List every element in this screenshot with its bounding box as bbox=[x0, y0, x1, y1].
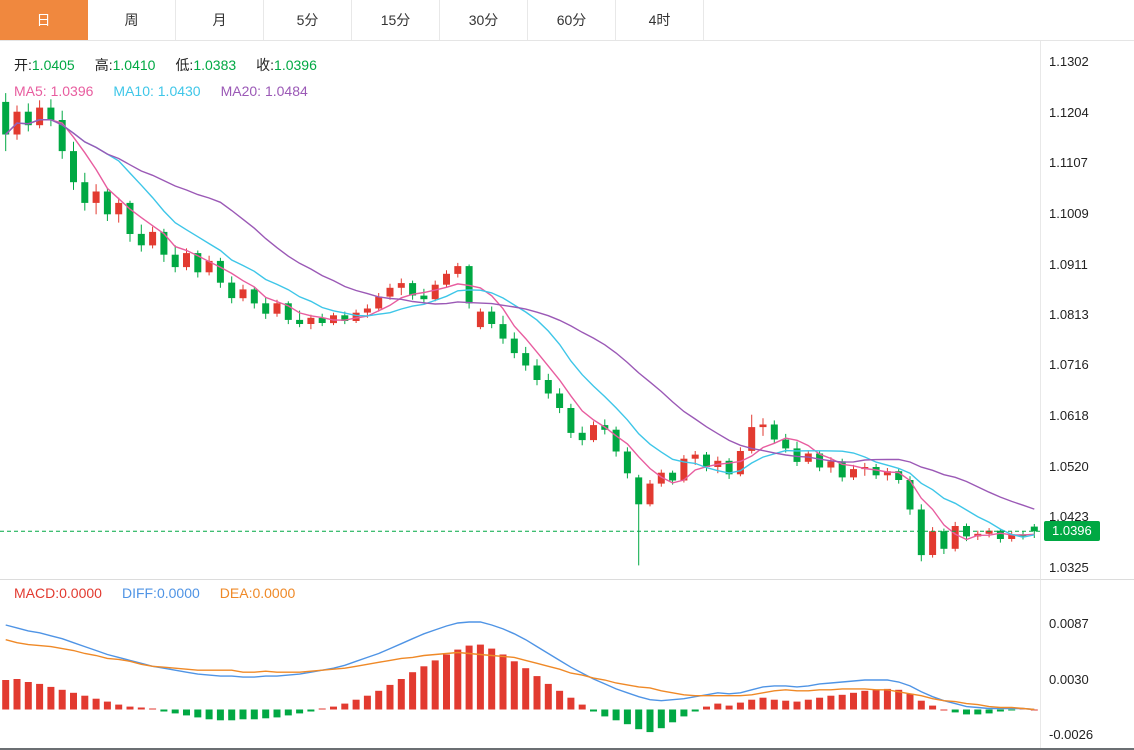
price-axis-label: 1.0618 bbox=[1049, 408, 1089, 423]
ma10-line bbox=[5, 118, 1035, 538]
macd-bars-layer bbox=[2, 644, 1038, 733]
diff-value: DIFF:0.0000 bbox=[121, 585, 200, 601]
macd-panel: MACD:0.0000 DIFF:0.0000 DEA:0.0000 bbox=[0, 579, 1040, 749]
diff-line bbox=[5, 621, 1035, 711]
ohlc-open: 开:1.0405 bbox=[14, 57, 75, 73]
price-axis-label: 1.0520 bbox=[1049, 459, 1089, 474]
candles-layer bbox=[2, 93, 1038, 566]
tab-4hour[interactable]: 4时 bbox=[616, 0, 704, 40]
main-chart-panel: 开:1.0405 高:1.0410 低:1.0383 收:1.0396 MA5:… bbox=[0, 41, 1040, 579]
macd-legend: MACD:0.0000 DIFF:0.0000 DEA:0.0000 bbox=[14, 585, 315, 601]
macd-axis-label: -0.0026 bbox=[1049, 727, 1094, 742]
ma10-legend: MA10: 1.0430 bbox=[113, 83, 201, 99]
macd-axis-label: 0.0087 bbox=[1049, 616, 1089, 631]
price-axis-label: 1.0716 bbox=[1049, 357, 1089, 372]
price-axis-label: 1.1302 bbox=[1049, 54, 1089, 69]
ma5-legend: MA5: 1.0396 bbox=[14, 83, 94, 99]
ohlc-close: 收:1.0396 bbox=[256, 57, 317, 73]
price-axis-label: 1.1107 bbox=[1049, 155, 1088, 170]
current-price-badge: 1.0396 bbox=[1044, 521, 1100, 541]
timeframe-tabbar: 日 周 月 5分 15分 30分 60分 4时 bbox=[0, 0, 1134, 41]
ma5-line bbox=[5, 118, 1035, 541]
candlestick-chart[interactable] bbox=[0, 41, 1040, 579]
dea-line bbox=[5, 639, 1035, 711]
dea-value: DEA:0.0000 bbox=[219, 585, 296, 601]
macd-axis-label: 0.0030 bbox=[1049, 672, 1089, 687]
price-axis-label: 1.1204 bbox=[1049, 105, 1089, 120]
macd-value: MACD:0.0000 bbox=[14, 585, 102, 601]
price-axis: 1.0396 1.1302 1.1204 1.1107 1.1009 1.0911 1.0… bbox=[1040, 41, 1134, 579]
tab-30min[interactable]: 30分 bbox=[440, 0, 528, 40]
price-axis-label: 1.0325 bbox=[1049, 560, 1089, 575]
macd-axis: 0.0087 0.0030 -0.0026 bbox=[1040, 579, 1134, 748]
tab-60min[interactable]: 60分 bbox=[528, 0, 616, 40]
ma20-line bbox=[5, 118, 1035, 510]
ohlc-legend: 开:1.0405 高:1.0410 低:1.0383 收:1.0396 bbox=[14, 55, 337, 75]
ma20-legend: MA20: 1.0484 bbox=[220, 83, 308, 99]
ohlc-low: 低:1.0383 bbox=[175, 57, 237, 73]
tab-15min[interactable]: 15分 bbox=[352, 0, 440, 40]
price-axis-label: 1.1009 bbox=[1049, 206, 1089, 221]
price-axis-label: 1.0813 bbox=[1049, 307, 1089, 322]
tab-5min[interactable]: 5分 bbox=[264, 0, 352, 40]
macd-chart[interactable] bbox=[0, 580, 1040, 749]
price-axis-label: 1.0423 bbox=[1049, 509, 1089, 524]
tab-week[interactable]: 周 bbox=[88, 0, 176, 40]
tab-month[interactable]: 月 bbox=[176, 0, 264, 40]
price-axis-label: 1.0911 bbox=[1049, 257, 1088, 272]
ohlc-high: 高:1.0410 bbox=[94, 57, 156, 73]
ma-legend: MA5: 1.0396 MA10: 1.0430 MA20: 1.0484 bbox=[14, 83, 328, 99]
tab-day[interactable]: 日 bbox=[0, 0, 88, 40]
